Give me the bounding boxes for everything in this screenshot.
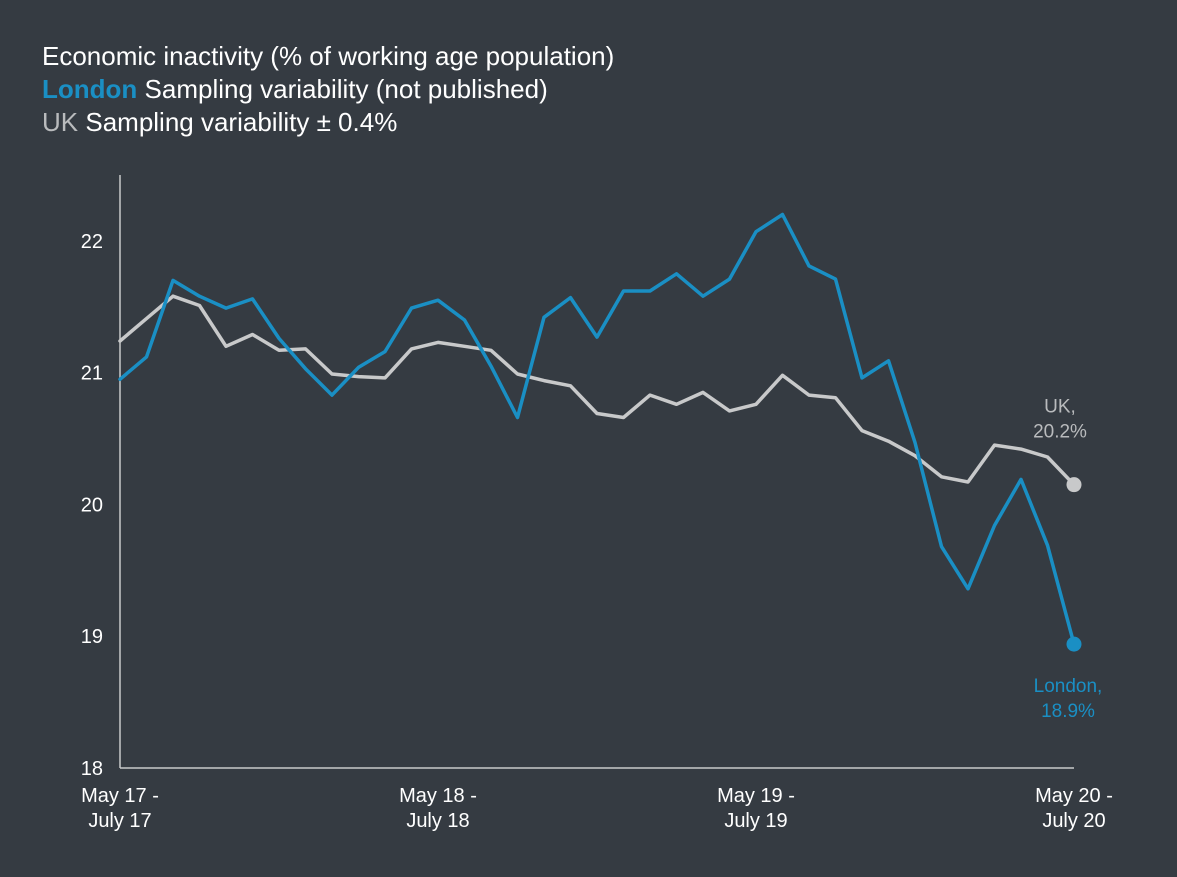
y-tick-label: 18 [81, 758, 103, 780]
series-line-uk [118, 294, 1076, 487]
uk-end-label: UK, [1044, 397, 1076, 418]
x-tick-label-line2: July 18 [406, 810, 469, 832]
y-tick-label: 19 [81, 626, 103, 648]
chart-series [118, 212, 1082, 652]
x-tick-label-line2: July 20 [1042, 810, 1105, 832]
london-end-label: 18.9% [1041, 701, 1095, 722]
x-tick-label-line2: July 17 [88, 810, 151, 832]
chart-axes: 18 19 20 21 22 May 17 - July 17 May 18 - July 18… [81, 175, 1113, 832]
uk-end-label: 20.2% [1033, 422, 1087, 443]
x-tick-label-line1: May 17 - [81, 785, 159, 807]
legend-london-text: Sampling variability (not published) [144, 74, 548, 104]
x-tick-label-line1: May 18 - [399, 785, 477, 807]
end-marker-uk [1066, 477, 1082, 493]
end-marker-london [1066, 636, 1082, 652]
x-tick-label-line2: July 19 [724, 810, 787, 832]
y-tick-label: 22 [81, 231, 103, 253]
legend-uk-key: UK [42, 107, 79, 137]
chart-labels: UK, 20.2% London, 18.9% [1033, 397, 1102, 722]
legend-uk: UK Sampling variability ± 0.4% [42, 106, 614, 139]
london-end-label: London, [1034, 676, 1103, 697]
y-tick-label: 20 [81, 494, 103, 516]
x-tick-label-line1: May 20 - [1035, 785, 1113, 807]
legend-uk-text: Sampling variability ± 0.4% [85, 107, 398, 137]
y-tick-label: 21 [81, 363, 103, 385]
legend-london-key: London [42, 74, 138, 104]
chart-title: Economic inactivity (% of working age po… [42, 41, 615, 71]
x-tick-label-line1: May 19 - [717, 785, 795, 807]
chart-title-block: Economic inactivity (% of working age po… [42, 40, 614, 139]
series-line-london [118, 212, 1076, 646]
legend-london: London Sampling variability (not publish… [42, 73, 614, 106]
